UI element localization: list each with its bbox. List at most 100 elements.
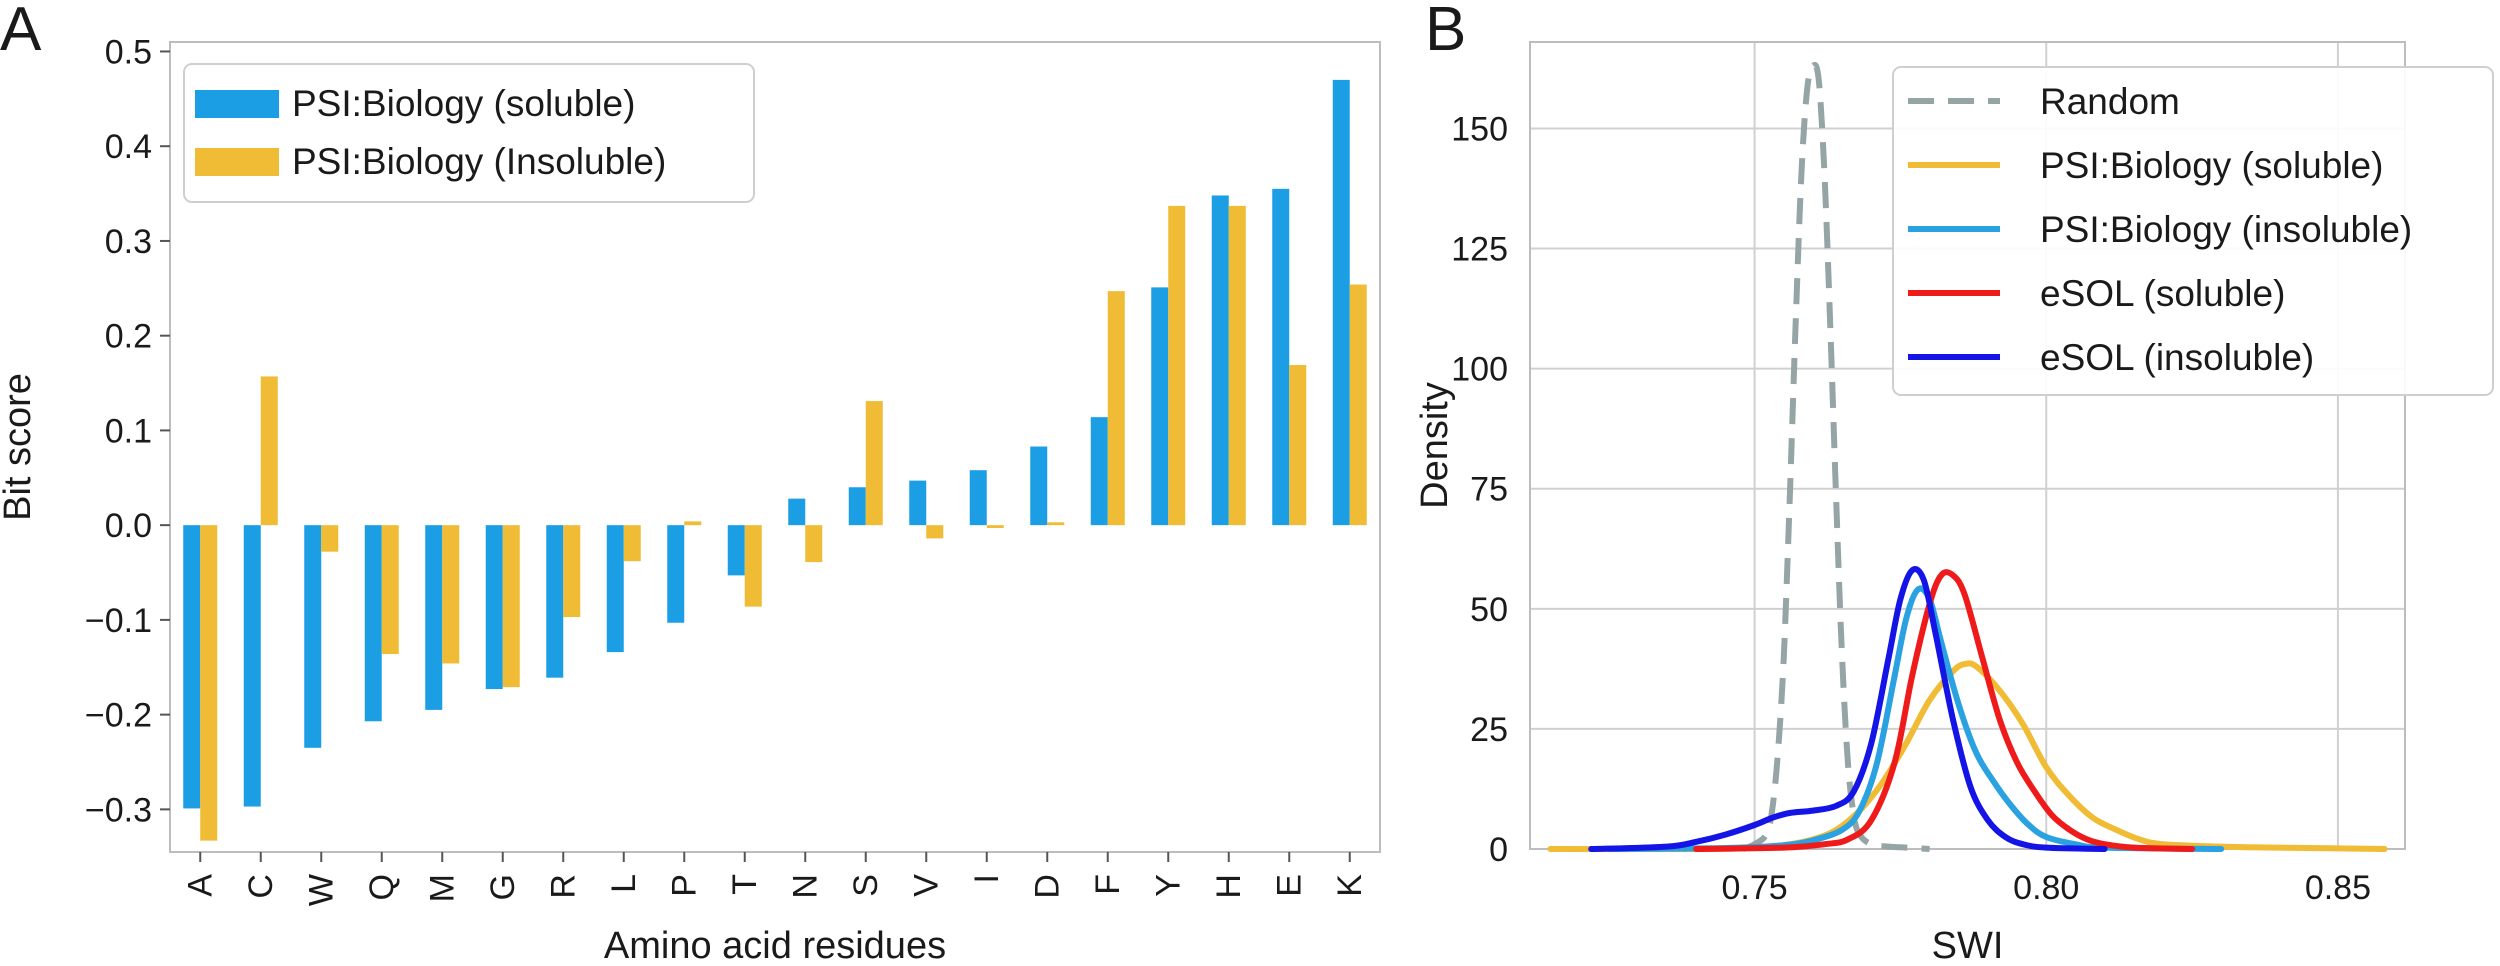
- panel-a-bar-series0: [364, 525, 382, 722]
- panel-b-axes-frame: [1529, 41, 2406, 850]
- panel-a-bar-series1: [442, 525, 460, 664]
- panel-b-legend-frame: [1892, 66, 2494, 396]
- panel-a-bar-series1: [805, 525, 823, 563]
- panel-a-x-tick-label: G: [484, 874, 522, 900]
- panel-a-bar-series1: [1047, 522, 1065, 526]
- panel-a-bar-series0: [788, 498, 806, 526]
- panel-a-bar-series1: [684, 521, 702, 526]
- panel-a-plot-area: −0.3 −0.2 −0.1 0.0 0.1 0.2 0.3 0.4 0.5 A C W Q M G R L P T…: [85, 33, 1381, 906]
- panel-b-x-tick-label: 0.80: [2013, 869, 2079, 907]
- panel-b-y-tick-label: 100: [1451, 351, 1508, 389]
- panel-b-y-tick-label: 75: [1470, 471, 1508, 509]
- panel-b-letter: B: [1425, 0, 1466, 64]
- panel-a-bar-series0: [425, 525, 443, 710]
- panel-a-y-tick-label: 0.3: [105, 223, 152, 261]
- panel-a-legend-swatch: [195, 148, 279, 176]
- panel-b-legend: Random PSI:Biology (soluble) PSI:Biology (…: [1892, 66, 2494, 396]
- panel-a-bar-series0: [848, 487, 866, 526]
- panel-a-legend-label: PSI:Biology (soluble): [292, 83, 635, 124]
- panel-a-bar-series1: [381, 525, 399, 654]
- panel-a-x-tick-label: I: [968, 874, 1006, 883]
- panel-a-letter: A: [0, 0, 42, 64]
- panel-a-bar-series0: [1030, 446, 1048, 526]
- panel-b-x-axis-label: SWI: [1932, 925, 2004, 966]
- panel-a-x-tick-label: F: [1089, 874, 1127, 895]
- panel-a-bar-series1: [1228, 205, 1246, 526]
- panel-a-x-tick-label: Q: [363, 874, 401, 900]
- panel-b-legend-label: PSI:Biology (soluble): [2040, 145, 2383, 186]
- panel-b-y-tick-label: 25: [1470, 711, 1508, 749]
- panel-a-bar-series1: [502, 525, 520, 688]
- panel-b-line-series0: [1741, 61, 1930, 852]
- panel-a-x-tick-label: M: [423, 874, 461, 902]
- panel-a-x-tick-label: Y: [1149, 874, 1187, 897]
- panel-b-y-tick-label: 50: [1470, 591, 1508, 629]
- panel-a-x-tick-label: D: [1028, 874, 1066, 899]
- panel-a-bar-series0: [546, 525, 564, 678]
- panel-a-y-axis-label: Bit score: [0, 373, 39, 521]
- panel-a-y-tick-label: −0.1: [85, 602, 152, 640]
- panel-b-x-tick-label: 0.85: [2305, 869, 2371, 907]
- panel-a-bar-series1: [1107, 291, 1125, 526]
- panel-a-x-tick-label: N: [786, 874, 824, 899]
- panel-a-legend-swatch: [195, 90, 279, 118]
- panel-a-bar-series1: [200, 525, 218, 841]
- panel-b-line-series3: [1693, 569, 2196, 852]
- panel-b-line-series4: [1588, 566, 2108, 852]
- panel-a-x-tick-label: T: [726, 874, 764, 895]
- panel-a-bar-series0: [243, 525, 261, 807]
- panel-a-bar-series0: [969, 470, 987, 526]
- panel-a-x-tick-label: V: [907, 874, 945, 897]
- panel-b-y-tick-label: 125: [1451, 231, 1508, 269]
- panel-a-x-tick-label: A: [181, 874, 219, 897]
- panel-b-y-axis-label: Density: [1414, 382, 1456, 509]
- panel-a-bar-series1: [321, 525, 339, 552]
- panel-b-legend-label: eSOL (insoluble): [2040, 337, 2314, 378]
- panel-a-x-tick-label: C: [242, 874, 280, 899]
- panel-b-legend-label: eSOL (soluble): [2040, 273, 2285, 314]
- panel-a-bar-series1: [623, 525, 641, 562]
- panel-a-x-tick-label: P: [665, 874, 703, 897]
- panel-a-bar-series0: [1090, 417, 1108, 526]
- panel-a-legend-label: PSI:Biology (Insoluble): [292, 141, 666, 182]
- panel-a-y-tick-label: 0.0: [105, 507, 152, 545]
- panel-a-y-tick-label: 0.1: [105, 412, 152, 450]
- panel-a-bar-chart: A Bit score Amino acid residues −0.3 −0.2…: [0, 0, 1381, 966]
- panel-b-line-series2: [1605, 585, 2225, 852]
- panel-b-y-tick-label: 150: [1451, 110, 1508, 148]
- panel-a-y-tick-label: 0.2: [105, 318, 152, 356]
- panel-a-bar-series1: [986, 525, 1004, 528]
- panel-a-bar-series1: [926, 525, 944, 539]
- panel-a-bar-series1: [563, 525, 581, 618]
- panel-a-x-tick-label: K: [1331, 874, 1369, 897]
- panel-b-legend-label: PSI:Biology (insoluble): [2040, 209, 2412, 250]
- panel-a-bar-series1: [1289, 365, 1307, 526]
- panel-a-y-tick-label: 0.5: [105, 33, 152, 71]
- panel-a-y-tick-label: −0.3: [85, 791, 152, 829]
- panel-a-x-tick-label: E: [1270, 874, 1308, 897]
- panel-a-bar-series1: [1168, 205, 1186, 526]
- panel-b-density-chart: B Density SWI 0 25 50 75 100 125 150 0.75 0.80 0.…: [1414, 0, 2494, 966]
- panel-a-bar-series0: [727, 525, 745, 576]
- panel-a-x-tick-label: H: [1210, 874, 1248, 899]
- panel-a-bar-series1: [260, 376, 278, 526]
- panel-a-axes-frame: [169, 41, 1381, 853]
- panel-a-bar-series0: [1332, 79, 1350, 526]
- panel-a-bar-series1: [865, 401, 883, 526]
- panel-a-x-axis-label: Amino acid residues: [604, 925, 946, 966]
- panel-a-bar-series0: [1272, 188, 1290, 526]
- panel-a-x-tick-label: W: [302, 874, 340, 906]
- panel-a-bar-series0: [304, 525, 322, 748]
- panel-a-bar-series0: [1211, 195, 1229, 526]
- panel-a-legend-frame: [183, 63, 755, 203]
- panel-a-x-tick-label: R: [544, 874, 582, 899]
- panel-a-bar-series0: [667, 525, 685, 623]
- panel-a-y-tick-label: 0.4: [105, 128, 152, 166]
- panel-a-x-tick-label: L: [605, 874, 643, 893]
- panel-a-bar-series1: [1349, 284, 1367, 526]
- panel-a-bar-series0: [909, 480, 927, 526]
- panel-a-x-tick-label: S: [847, 874, 885, 897]
- panel-a-bar-series0: [606, 525, 624, 653]
- panel-b-legend-label: Random: [2040, 81, 2180, 122]
